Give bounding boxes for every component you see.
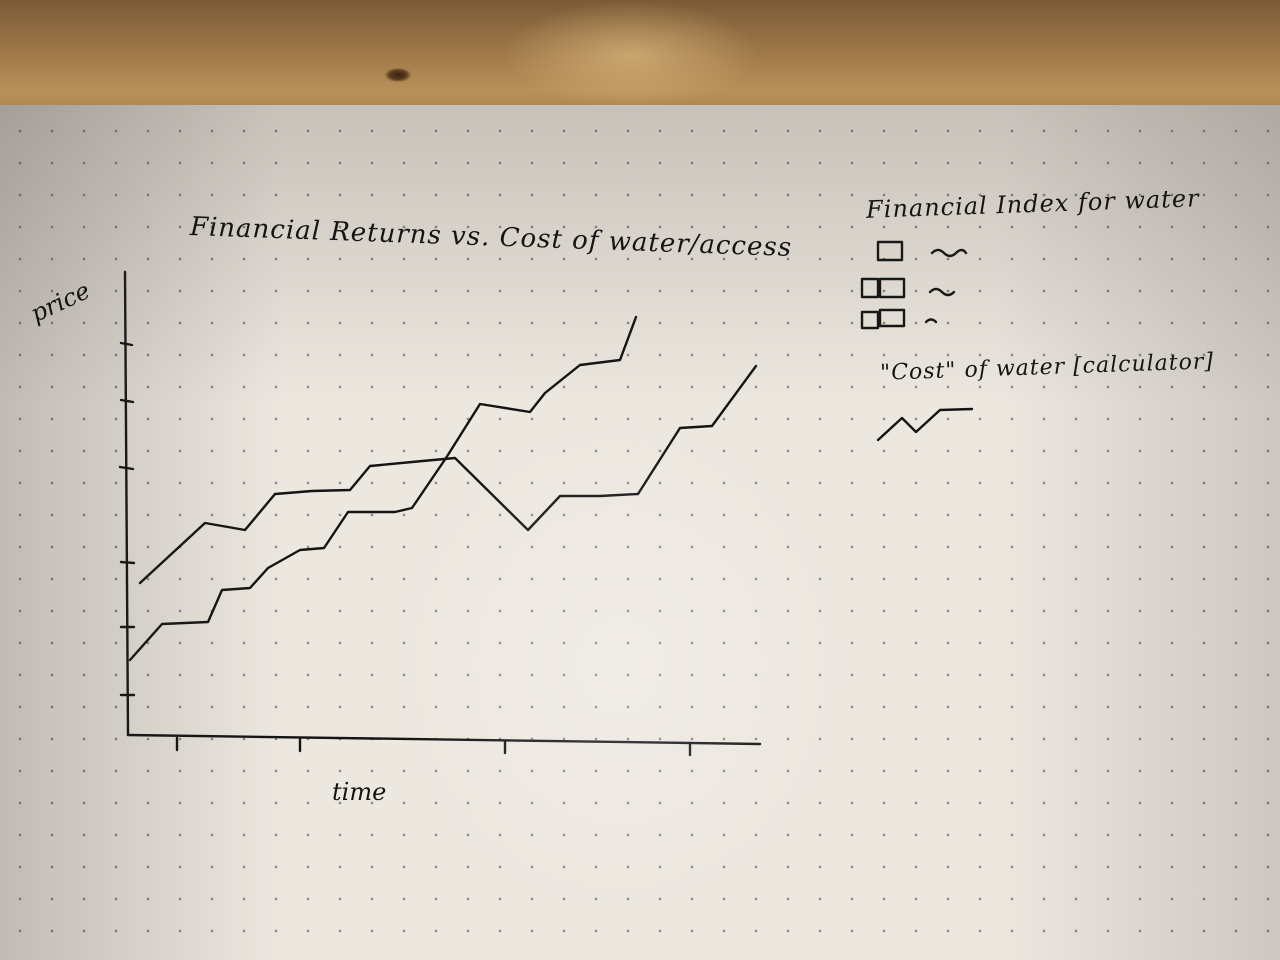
y-axis-ticks <box>118 341 136 697</box>
cost-of-water-line <box>128 315 638 662</box>
x-axis-label: time <box>332 778 387 806</box>
legend-squiggle-1 <box>930 248 968 258</box>
legend-box-3b <box>878 308 906 328</box>
legend-symbols <box>860 240 974 442</box>
wood-knot <box>385 68 411 82</box>
light-spot <box>500 0 760 110</box>
x-axis-ticks <box>175 736 692 757</box>
legend-squiggle-2 <box>928 287 956 297</box>
dot-grid-paper <box>0 105 1280 960</box>
legend-line-sample <box>876 407 974 442</box>
legend-box-3a <box>860 310 880 330</box>
financial-index-line <box>138 364 758 585</box>
y-axis <box>123 270 130 737</box>
legend-box-1 <box>876 240 904 262</box>
legend-box-2b <box>878 277 906 299</box>
legend-squiggle-3 <box>924 318 938 324</box>
x-axis <box>126 733 762 746</box>
legend-box-2a <box>860 277 880 299</box>
